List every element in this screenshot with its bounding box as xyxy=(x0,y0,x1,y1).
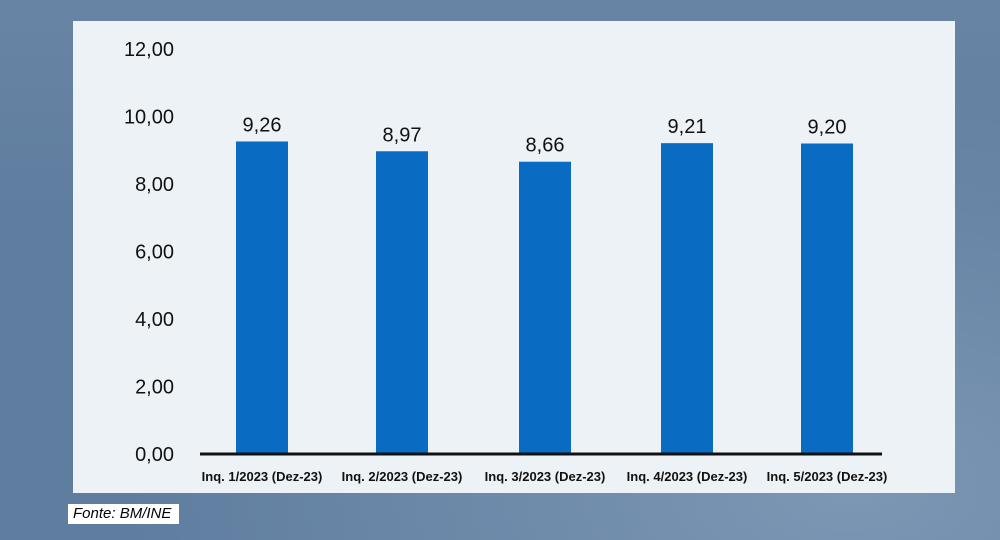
bar xyxy=(801,143,853,454)
y-tick-label: 8,00 xyxy=(135,174,174,196)
bar xyxy=(661,143,713,454)
data-label: 9,20 xyxy=(808,117,847,139)
data-label: 8,66 xyxy=(526,135,565,157)
data-label: 9,21 xyxy=(668,116,707,138)
bars xyxy=(236,141,853,454)
y-tick-label: 6,00 xyxy=(135,242,174,264)
data-label: 8,97 xyxy=(383,124,422,146)
y-tick-label: 12,00 xyxy=(124,39,174,61)
y-tick-label: 4,00 xyxy=(135,309,174,331)
y-tick-label: 2,00 xyxy=(135,377,174,399)
y-axis-ticks: 0,00 2,00 4,00 6,00 8,00 10,00 12,00 xyxy=(124,39,174,466)
x-tick-label: Inq. 3/2023 (Dez-23) xyxy=(485,469,606,484)
y-tick-label: 10,00 xyxy=(124,107,174,129)
x-tick-label: Inq. 5/2023 (Dez-23) xyxy=(767,469,888,484)
x-tick-label: Inq. 2/2023 (Dez-23) xyxy=(342,469,463,484)
source-note: Fonte: BM/INE xyxy=(68,504,180,524)
data-label: 9,26 xyxy=(243,114,282,136)
bar xyxy=(236,141,288,454)
x-tick-label: Inq. 1/2023 (Dez-23) xyxy=(202,469,323,484)
x-tick-label: Inq. 4/2023 (Dez-23) xyxy=(627,469,748,484)
bar xyxy=(519,161,571,454)
bar xyxy=(376,151,428,454)
value-labels: 9,26 8,97 8,66 9,21 9,20 xyxy=(243,114,847,156)
y-tick-label: 0,00 xyxy=(135,444,174,466)
x-axis-labels: Inq. 1/2023 (Dez-23) Inq. 2/2023 (Dez-23)… xyxy=(202,469,888,484)
